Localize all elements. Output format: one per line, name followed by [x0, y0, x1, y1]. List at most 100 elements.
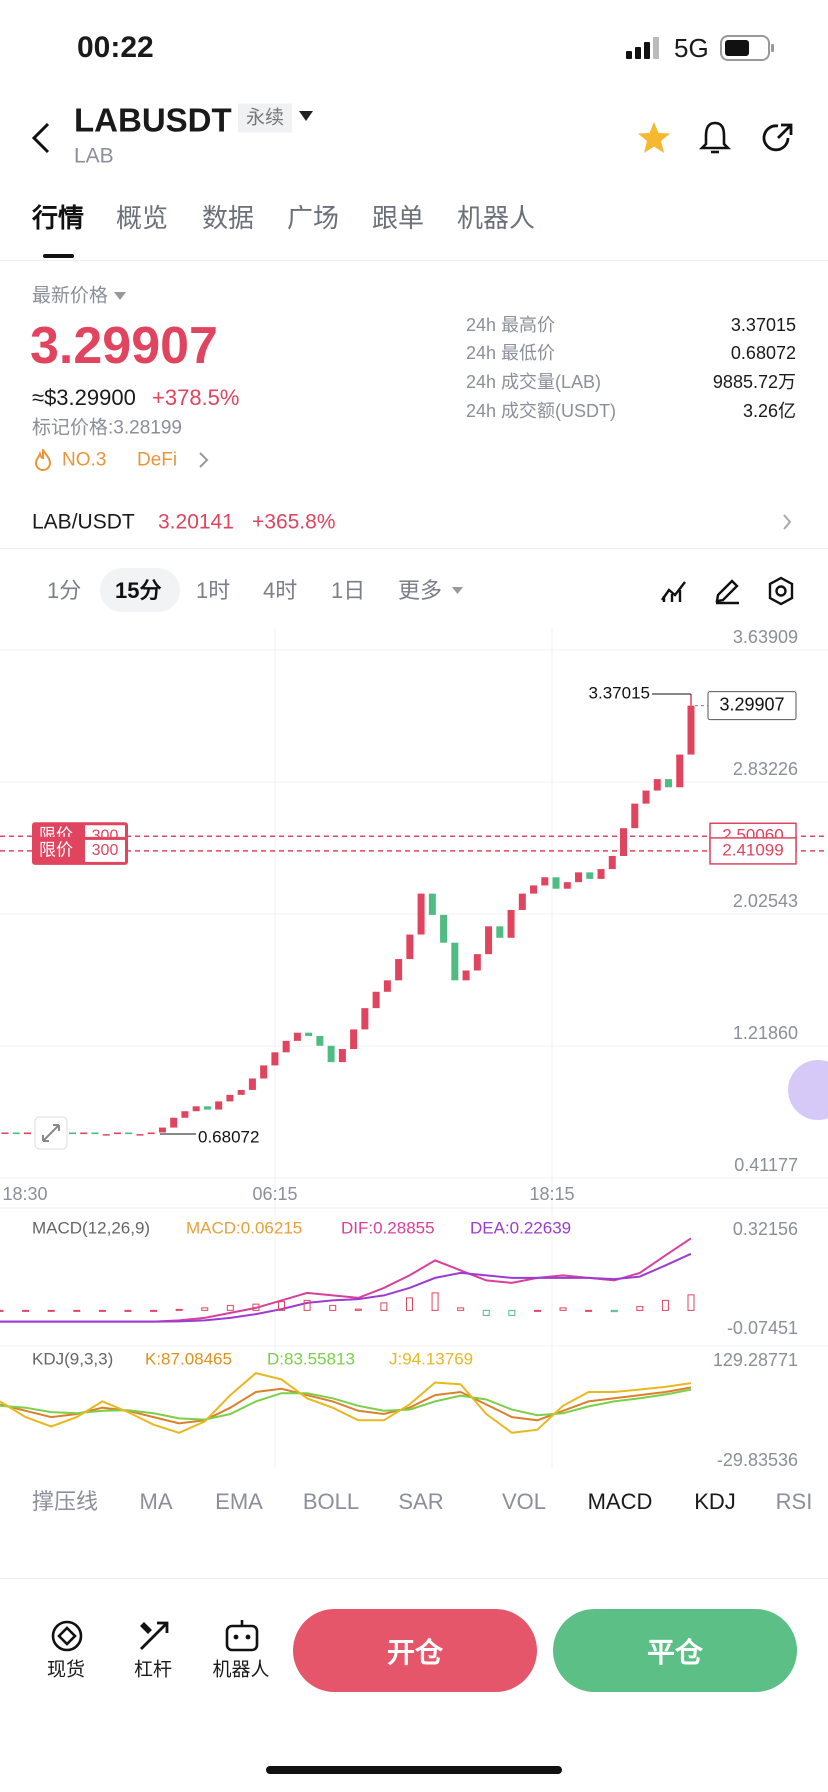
symbol[interactable]: LABUSDT	[74, 101, 232, 139]
last-price-box	[707, 691, 797, 721]
indicator-line	[0, 1252, 692, 1323]
candle	[203, 1106, 211, 1110]
candle	[181, 1111, 189, 1118]
macd-histogram	[687, 1294, 695, 1311]
share-button[interactable]	[761, 121, 795, 155]
indicator-tab[interactable]: RSI	[775, 1489, 813, 1514]
favorite-star[interactable]	[636, 121, 672, 155]
tab[interactable]: 跟单	[372, 203, 425, 233]
macd-histogram	[354, 1308, 362, 1311]
interval[interactable]: 15分	[115, 578, 162, 603]
candle	[440, 914, 448, 943]
tab[interactable]: 概览	[116, 203, 169, 233]
high-label: 3.37015	[589, 683, 650, 702]
alert-bell[interactable]	[699, 120, 731, 156]
macd-histogram	[380, 1302, 388, 1311]
interval[interactable]: 1日	[331, 578, 366, 603]
macd-histogram	[482, 1309, 490, 1316]
interval[interactable]: 1时	[196, 578, 231, 603]
candle	[530, 885, 538, 894]
tab-indicator	[43, 254, 74, 258]
interval[interactable]: 更多	[398, 578, 443, 603]
candle	[293, 1032, 301, 1041]
candle	[428, 893, 436, 915]
sector[interactable]: DeFi	[137, 449, 178, 471]
indicator-tab[interactable]: 撑压线	[31, 1489, 99, 1514]
indicator-tab[interactable]: SAR	[398, 1489, 444, 1514]
indicator-tab[interactable]: BOLL	[302, 1489, 360, 1514]
candle	[68, 1132, 76, 1135]
change: +378.5%	[152, 385, 240, 410]
indicator-tab[interactable]: MACD	[587, 1489, 653, 1514]
candle	[653, 779, 661, 791]
indicator-line	[0, 1372, 692, 1434]
tab[interactable]: 数据	[202, 203, 255, 233]
candle	[372, 991, 380, 1009]
spot-icon[interactable]	[50, 1619, 84, 1653]
candle	[226, 1094, 234, 1102]
chart-area[interactable]: 3.63909 2.83226 2.02543 1.21860 0.41177 18:30…	[0, 628, 828, 1480]
indicator-readout: D:83.55813	[267, 1349, 355, 1368]
candle	[395, 959, 403, 981]
candle	[170, 1117, 178, 1128]
limit-qty-bg	[85, 839, 125, 862]
indicator-tab[interactable]: KDJ	[694, 1489, 736, 1514]
x-tick-label: 18:30	[2, 1184, 47, 1204]
candle	[316, 1035, 324, 1046]
nav-label[interactable]: 机器人	[212, 1659, 270, 1681]
limit-label: 限价	[39, 840, 73, 859]
indicator-tool[interactable]	[660, 578, 688, 604]
indicator-readout: MACD:0.06215	[186, 1218, 302, 1237]
indicator-tab[interactable]: VOL	[501, 1489, 547, 1514]
bot-icon[interactable]	[224, 1617, 260, 1653]
caret	[114, 292, 126, 300]
y-tick-label: -0.07451	[727, 1318, 798, 1338]
fullscreen-button[interactable]	[34, 1116, 68, 1150]
leverage-icon[interactable]	[137, 1619, 171, 1653]
interval[interactable]: 1分	[47, 578, 82, 603]
back-button[interactable]	[30, 122, 54, 154]
candle	[608, 855, 616, 870]
caret	[452, 587, 463, 594]
candle	[518, 893, 526, 910]
candle	[361, 1008, 369, 1030]
indicator-tab[interactable]: MA	[139, 1489, 173, 1514]
candle	[586, 872, 594, 879]
tab[interactable]: 行情	[32, 203, 85, 233]
candle	[496, 926, 504, 938]
assistant-bubble[interactable]	[788, 1060, 828, 1120]
candle	[136, 1134, 144, 1136]
candle	[147, 1132, 155, 1135]
macd-histogram	[22, 1309, 30, 1312]
tab[interactable]: 机器人	[457, 203, 536, 233]
candle	[620, 828, 628, 856]
network: 5G	[674, 33, 709, 63]
open-button[interactable]: 开仓	[293, 1609, 537, 1692]
indicator-readout: K:87.08465	[145, 1349, 232, 1368]
close-button[interactable]: 平仓	[553, 1609, 797, 1692]
candle	[1, 1132, 9, 1134]
macd-histogram	[559, 1307, 567, 1311]
interval[interactable]: 4时	[263, 578, 298, 603]
rank: NO.3	[62, 449, 107, 471]
candle	[23, 1132, 31, 1135]
nav-label[interactable]: 杠杆	[133, 1659, 173, 1681]
candle	[473, 954, 481, 971]
stat-value: 9885.72万	[712, 372, 796, 392]
candle	[350, 1029, 358, 1050]
candle	[192, 1106, 200, 1112]
dropdown-caret[interactable]	[298, 110, 314, 122]
settings[interactable]	[767, 576, 795, 606]
tab[interactable]: 广场	[287, 203, 340, 233]
candle	[575, 872, 583, 883]
indicator-tab[interactable]: EMA	[215, 1489, 263, 1514]
candle	[563, 882, 571, 889]
draw-tool[interactable]	[713, 577, 741, 605]
spot-price: 3.20141	[158, 510, 234, 534]
spot-pair[interactable]: LAB/USDT	[32, 510, 135, 534]
stat-label: 24h 成交量(LAB)	[466, 372, 602, 392]
macd-histogram	[457, 1307, 465, 1311]
indicator-readout: DIF:0.28855	[341, 1218, 435, 1237]
macd-histogram	[201, 1307, 209, 1311]
nav-label[interactable]: 现货	[46, 1659, 86, 1681]
